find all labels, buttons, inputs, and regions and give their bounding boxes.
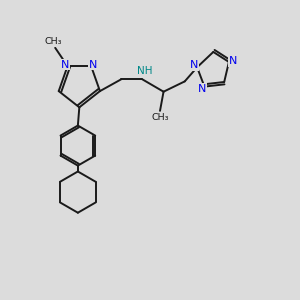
Text: N: N: [60, 60, 69, 70]
Text: CH₃: CH₃: [151, 113, 169, 122]
Text: NH: NH: [137, 66, 152, 76]
Text: N: N: [229, 56, 237, 66]
Text: N: N: [190, 60, 198, 70]
Text: N: N: [88, 60, 97, 70]
Text: CH₃: CH₃: [44, 37, 61, 46]
Text: N: N: [198, 84, 206, 94]
